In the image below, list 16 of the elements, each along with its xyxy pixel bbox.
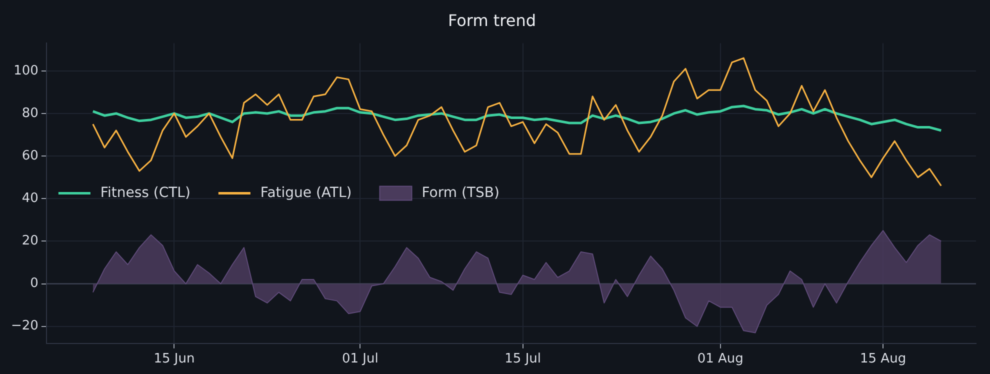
x-tick-label: 15 Aug — [860, 352, 906, 367]
y-tick-label: 20 — [22, 234, 38, 249]
x-tick-label: 01 Aug — [697, 352, 744, 367]
x-tick-label: 15 Jun — [154, 352, 195, 367]
y-tick-label: 100 — [14, 63, 38, 78]
y-tick-label: 40 — [22, 191, 38, 206]
y-tick-label: −20 — [10, 318, 38, 334]
chart-title: Form trend — [448, 10, 536, 30]
x-tick-label: 01 Jul — [342, 352, 378, 367]
y-tick-label: 80 — [22, 106, 38, 121]
y-tick-label: 0 — [30, 276, 38, 292]
x-tick-label: 15 Jul — [504, 352, 542, 367]
legend-label: Fatigue (ATL) — [260, 184, 352, 201]
legend-label: Fitness (CTL) — [100, 184, 190, 201]
legend-label: Form (TSB) — [422, 184, 500, 201]
y-tick-label: 60 — [22, 148, 38, 164]
